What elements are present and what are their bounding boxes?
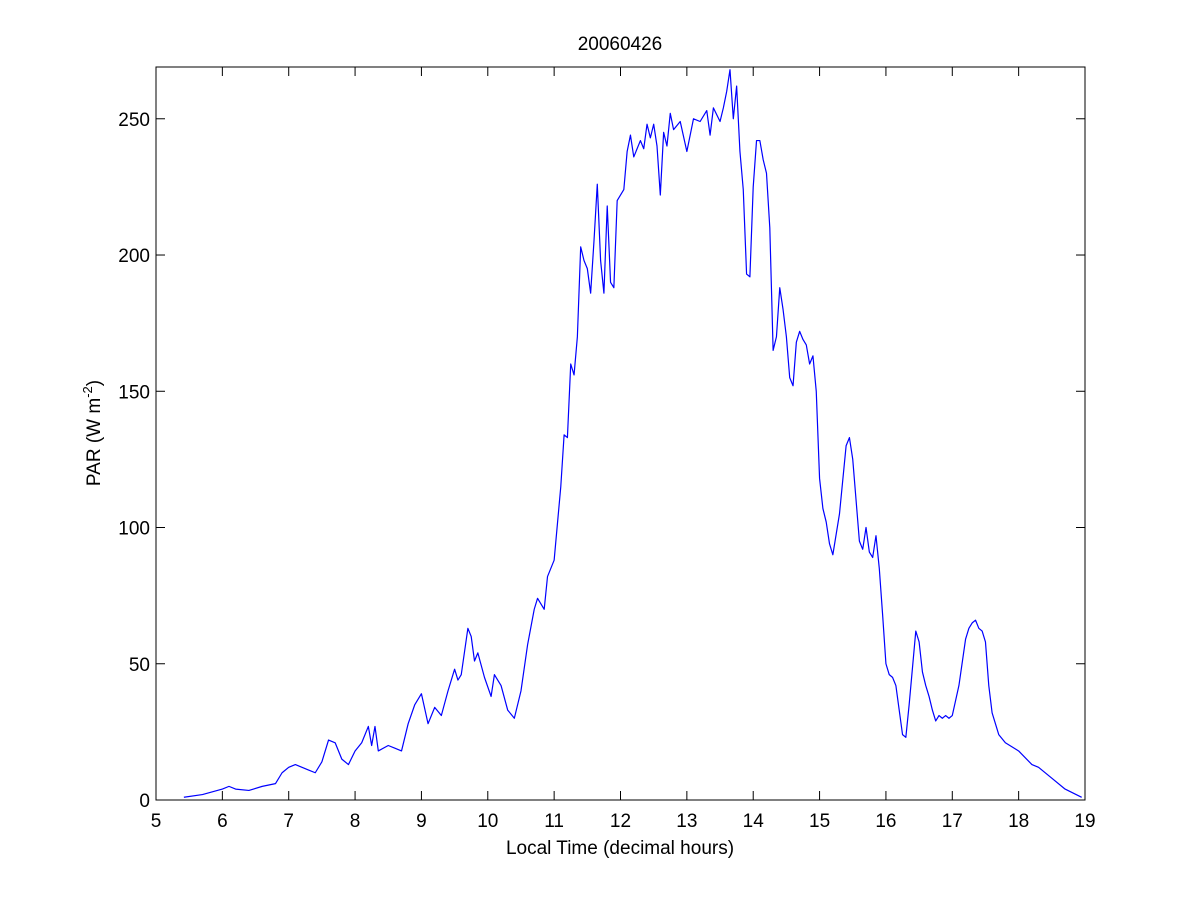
y-axis-label-superscript: -2 bbox=[80, 386, 95, 398]
y-tick-label: 200 bbox=[118, 246, 150, 267]
x-tick-label: 12 bbox=[610, 811, 631, 832]
x-tick-label: 17 bbox=[942, 811, 963, 832]
x-tick-label: 6 bbox=[217, 811, 228, 832]
x-tick-label: 15 bbox=[809, 811, 830, 832]
x-tick-label: 19 bbox=[1074, 811, 1095, 832]
y-axis-label-suffix: ) bbox=[84, 380, 105, 386]
x-axis-label: Local Time (decimal hours) bbox=[506, 838, 734, 859]
x-tick-label: 14 bbox=[743, 811, 765, 832]
y-tick-label: 250 bbox=[118, 110, 150, 131]
x-tick-label: 8 bbox=[350, 811, 361, 832]
x-tick-label: 7 bbox=[283, 811, 294, 832]
x-tick-label: 18 bbox=[1008, 811, 1029, 832]
x-tick-label: 11 bbox=[544, 811, 564, 832]
x-tick-label: 16 bbox=[875, 811, 896, 832]
x-tick-label: 10 bbox=[477, 811, 498, 832]
x-tick-label: 9 bbox=[416, 811, 427, 832]
data-line bbox=[183, 69, 1082, 798]
y-tick-label: 0 bbox=[139, 791, 150, 812]
y-tick-label: 150 bbox=[118, 382, 150, 403]
y-axis-label: PAR (W m-2) bbox=[80, 380, 105, 486]
x-tick-label: 5 bbox=[151, 811, 162, 832]
y-tick-label: 100 bbox=[118, 519, 150, 540]
y-axis-label-text: PAR (W m bbox=[84, 398, 105, 486]
chart-title: 20060426 bbox=[578, 34, 663, 55]
y-tick-label: 50 bbox=[129, 655, 150, 676]
x-tick-label: 13 bbox=[676, 811, 697, 832]
